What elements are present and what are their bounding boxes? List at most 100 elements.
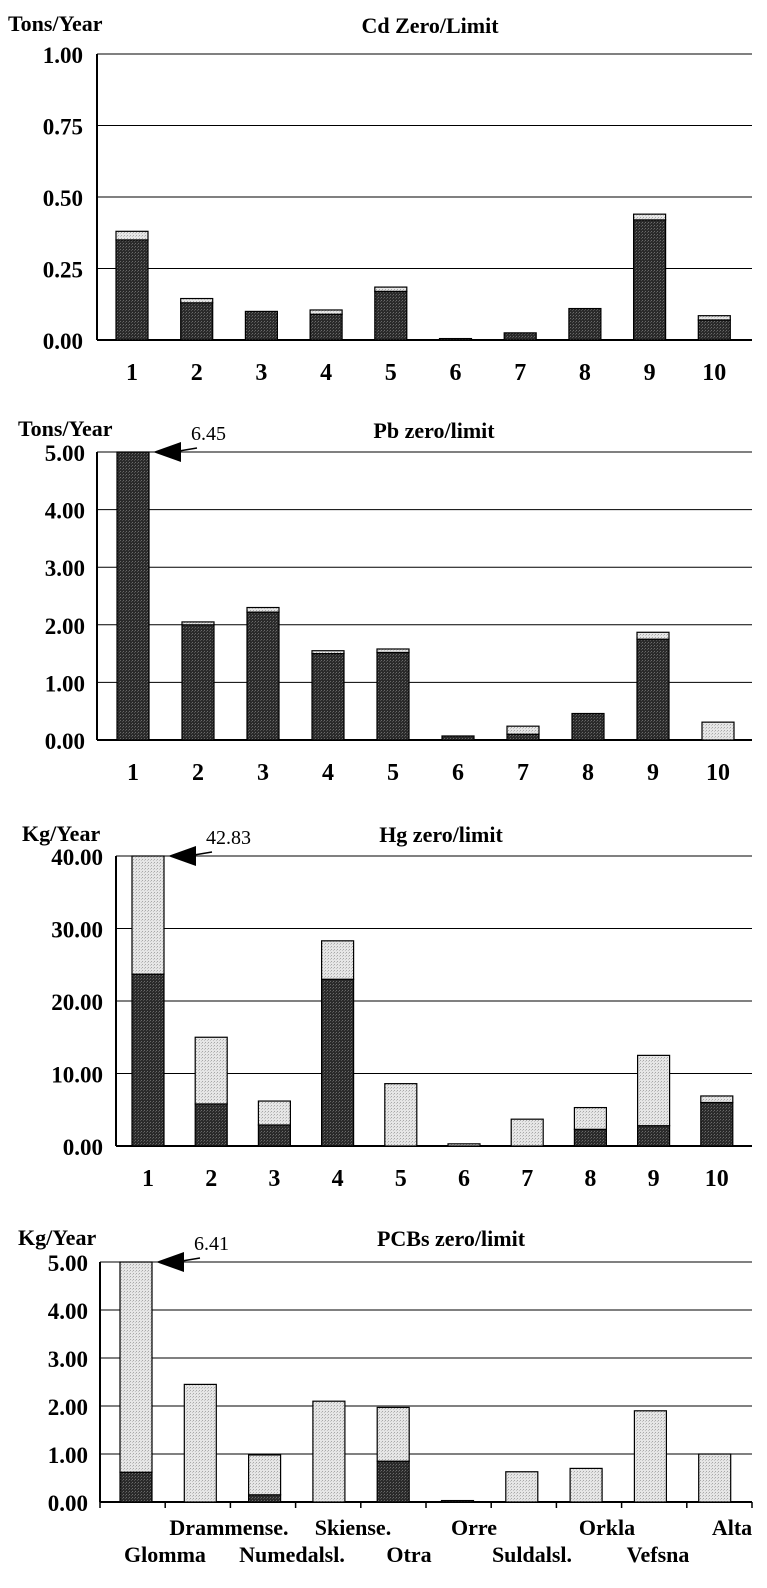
bar-dark-segment (571, 712, 605, 741)
bar-light-segment (636, 631, 670, 640)
y-axis-label: Kg/Year (18, 1225, 96, 1250)
y-tick-label: 3.00 (48, 1347, 88, 1372)
y-tick-label: 0.00 (63, 1135, 103, 1160)
y-axis-label: Tons/Year (8, 11, 103, 36)
bar-dark-segment (116, 451, 150, 741)
x-tick-label: Orkla (579, 1515, 635, 1540)
bar-light-segment (447, 1143, 481, 1147)
y-tick-label: 1.00 (43, 43, 83, 68)
x-tick-label: Drammense. (169, 1515, 288, 1540)
y-tick-label: 0.50 (43, 186, 83, 211)
y-tick-label: 20.00 (51, 990, 103, 1015)
bar-light-segment (115, 230, 149, 241)
bar-light-segment (698, 1453, 732, 1503)
bar-light-segment (569, 1467, 603, 1503)
annotation-leader (193, 851, 213, 856)
x-tick-label: 9 (647, 760, 659, 786)
bar-light-segment (384, 1083, 418, 1147)
x-tick-label: 2 (192, 760, 204, 786)
x-tick-label: 7 (517, 760, 529, 786)
bar-light-segment (636, 1054, 671, 1127)
chart-title: Pb zero/limit (373, 418, 495, 443)
bar-light-segment (180, 297, 214, 304)
bar-dark-segment (440, 1499, 475, 1503)
y-tick-label: 0.00 (48, 1491, 88, 1516)
x-tick-label: 2 (191, 360, 203, 386)
x-tick-label: 5 (395, 1166, 407, 1192)
y-axis-label: Kg/Year (22, 821, 100, 846)
bar-light-segment (573, 1106, 608, 1130)
y-tick-label: 0.75 (43, 115, 83, 140)
y-tick-label: 0.25 (43, 258, 83, 283)
x-tick-label: 3 (268, 1166, 280, 1192)
annotation-value: 42.83 (206, 827, 251, 849)
y-tick-label: 1.00 (48, 1443, 88, 1468)
bar-dark-segment (632, 219, 667, 341)
x-tick-label: Orre (451, 1515, 497, 1540)
bar-dark-segment (636, 638, 670, 741)
y-axis-label: Tons/Year (18, 416, 113, 441)
bar-light-segment (194, 1036, 228, 1105)
bar-dark-segment (180, 302, 214, 341)
x-tick-label: 9 (644, 360, 656, 386)
x-tick-label: 10 (702, 360, 726, 386)
bar-light-segment (257, 1100, 291, 1126)
bar-dark-segment (181, 624, 215, 741)
x-tick-label: 8 (579, 360, 591, 386)
bar-dark-segment (131, 973, 165, 1147)
x-tick-label: 7 (514, 360, 526, 386)
x-tick-label: 9 (648, 1166, 660, 1192)
bar-light-segment (633, 1410, 668, 1503)
chart-1: 0.00 0.25 0.50 0.75 1.00 Tons/Year Cd Zero/Lim… (8, 11, 752, 386)
x-tick-label: Vefsna (627, 1542, 690, 1567)
x-tick-label: 1 (126, 360, 138, 386)
x-tick-label: 7 (521, 1166, 533, 1192)
bar-dark-segment (311, 652, 345, 741)
x-tick-label: 4 (322, 760, 334, 786)
bar-light-segment (506, 725, 540, 735)
y-tick-label: 5.00 (48, 1251, 88, 1276)
y-tick-label: 10.00 (51, 1063, 103, 1088)
bar-light-segment (181, 621, 215, 626)
bar-dark-segment (697, 319, 731, 341)
bar-dark-segment (246, 611, 280, 741)
x-tick-label: 1 (142, 1166, 154, 1192)
x-tick-label: 10 (706, 760, 730, 786)
x-tick-label: 8 (582, 760, 594, 786)
bar-dark-segment (115, 239, 149, 341)
x-tick-label: Skiense. (315, 1515, 391, 1540)
bar-dark-segment (636, 1125, 671, 1147)
bar-dark-segment (438, 337, 473, 341)
bar-light-segment (131, 855, 165, 975)
x-tick-label: 4 (320, 360, 332, 386)
bar-light-segment (309, 309, 343, 315)
x-tick-label: 4 (332, 1166, 344, 1192)
bar-light-segment (246, 606, 280, 613)
bar-dark-segment (700, 1101, 734, 1147)
bar-dark-segment (506, 733, 540, 741)
bar-light-segment (697, 315, 731, 321)
bar-dark-segment (503, 332, 537, 341)
annotation-value: 6.45 (191, 423, 226, 445)
bar-dark-segment (573, 1128, 608, 1147)
annotation-leader (178, 447, 198, 452)
y-tick-label: 40.00 (51, 845, 103, 870)
bar-light-segment (700, 1095, 734, 1104)
bar-dark-segment (376, 651, 410, 741)
bar-dark-segment (321, 978, 355, 1147)
bar-light-segment (248, 1454, 282, 1496)
x-tick-label: Numedalsl. (239, 1542, 345, 1567)
x-tick-label: 6 (452, 760, 464, 786)
bar-dark-segment (309, 313, 343, 341)
annotation-value: 6.41 (194, 1233, 229, 1255)
y-tick-label: 0.00 (45, 729, 85, 754)
y-tick-label: 30.00 (51, 918, 103, 943)
bar-light-segment (701, 721, 735, 741)
x-tick-label: 10 (705, 1166, 729, 1192)
x-tick-label: 6 (458, 1166, 470, 1192)
y-tick-label: 2.00 (48, 1395, 88, 1420)
